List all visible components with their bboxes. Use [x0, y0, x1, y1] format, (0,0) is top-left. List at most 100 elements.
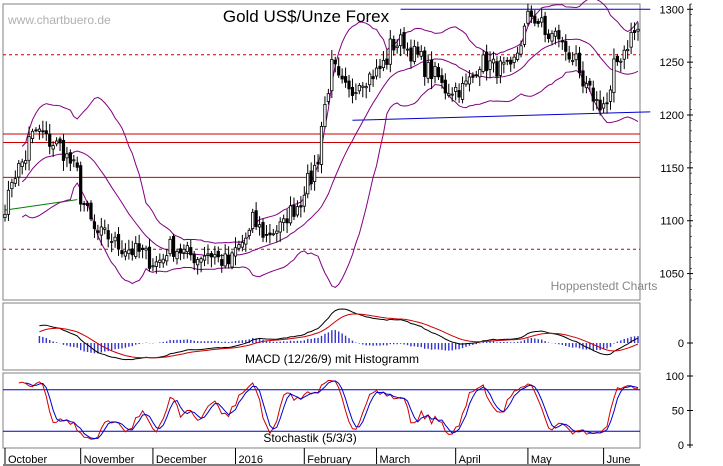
candle	[577, 46, 582, 79]
signal-line	[39, 313, 639, 359]
candle-body	[550, 33, 554, 42]
candle-body	[175, 251, 179, 260]
candle	[557, 24, 561, 48]
candle	[330, 49, 334, 99]
candle-body	[402, 32, 406, 49]
candle-body	[495, 61, 499, 77]
candle-body	[75, 162, 79, 168]
candle	[278, 217, 282, 242]
candle	[450, 87, 454, 102]
candle-body	[354, 92, 358, 95]
candle-body	[368, 73, 372, 86]
candle-body	[85, 202, 90, 207]
candle-body	[615, 55, 619, 63]
candle-body	[61, 139, 66, 161]
candle	[598, 90, 602, 116]
candle-body	[605, 102, 609, 105]
candle-body	[357, 85, 361, 92]
candle-body	[244, 237, 248, 245]
candle-body	[371, 76, 375, 80]
candle	[481, 49, 485, 74]
candle-body	[423, 50, 427, 77]
candle-body	[13, 178, 17, 184]
candle-body	[271, 233, 275, 236]
candle	[526, 3, 530, 26]
candle-body	[168, 238, 172, 255]
candle-body	[41, 130, 45, 133]
candle	[223, 244, 227, 269]
candle-body	[227, 254, 231, 265]
candle-body	[82, 203, 86, 206]
candle	[368, 71, 372, 93]
candle	[337, 57, 341, 78]
x-tick-label: October	[8, 454, 47, 466]
candle-body	[120, 250, 124, 255]
candle	[96, 224, 100, 241]
candle-body	[440, 75, 444, 83]
candle	[392, 35, 396, 56]
candle-body	[433, 66, 437, 78]
candle	[595, 91, 599, 110]
candle	[27, 126, 31, 171]
bollinger-upper	[21, 0, 639, 244]
candle	[464, 73, 468, 87]
x-tick-label: May	[531, 454, 552, 466]
candle	[261, 218, 265, 243]
candle	[615, 53, 619, 66]
candle-body	[113, 236, 117, 242]
candle-body	[192, 253, 196, 264]
candle-body	[457, 90, 461, 98]
candle-body	[381, 59, 386, 69]
macd-panel	[2, 302, 641, 371]
candle-body	[292, 205, 296, 217]
candle-body	[302, 194, 306, 207]
candle	[309, 162, 313, 191]
candle-body	[116, 233, 121, 249]
candle	[474, 70, 478, 79]
candle-body	[350, 86, 355, 96]
candle	[192, 250, 196, 271]
candle-body	[505, 59, 509, 62]
candle-body	[158, 259, 162, 263]
stochastic-y-tick-label: 50	[672, 406, 684, 418]
candle-body	[10, 182, 14, 190]
candle-body	[171, 235, 176, 257]
candle	[409, 39, 413, 69]
candle	[629, 22, 633, 55]
x-tick-label: 2016	[238, 454, 262, 466]
candle	[41, 120, 45, 139]
candle	[158, 253, 162, 269]
candle-body	[264, 234, 269, 236]
candle	[519, 40, 523, 58]
candle-body	[261, 222, 265, 238]
candle	[120, 240, 124, 258]
candle	[574, 45, 578, 67]
candle-body	[316, 161, 320, 165]
candle-body	[189, 247, 193, 256]
candle	[209, 251, 214, 268]
candle	[340, 68, 344, 84]
candle-body	[443, 79, 447, 94]
candle	[6, 180, 11, 221]
candle-body	[522, 25, 527, 45]
candle-body	[127, 249, 131, 255]
candle-body	[536, 20, 540, 24]
candle-body	[319, 125, 324, 165]
candle-body	[92, 221, 97, 229]
candle-body	[467, 76, 472, 85]
candle	[512, 54, 516, 69]
candle-body	[429, 59, 434, 80]
candle	[498, 55, 502, 84]
candle-body	[450, 93, 454, 96]
candle	[144, 245, 148, 260]
candle	[626, 40, 630, 59]
candle-body	[230, 252, 234, 268]
candle	[553, 27, 558, 45]
candle	[395, 39, 399, 54]
candle	[378, 58, 382, 79]
candle	[247, 227, 251, 240]
credit-text: Hoppenstedt Charts	[551, 279, 658, 293]
candle	[601, 96, 606, 114]
candle-body	[412, 45, 416, 62]
